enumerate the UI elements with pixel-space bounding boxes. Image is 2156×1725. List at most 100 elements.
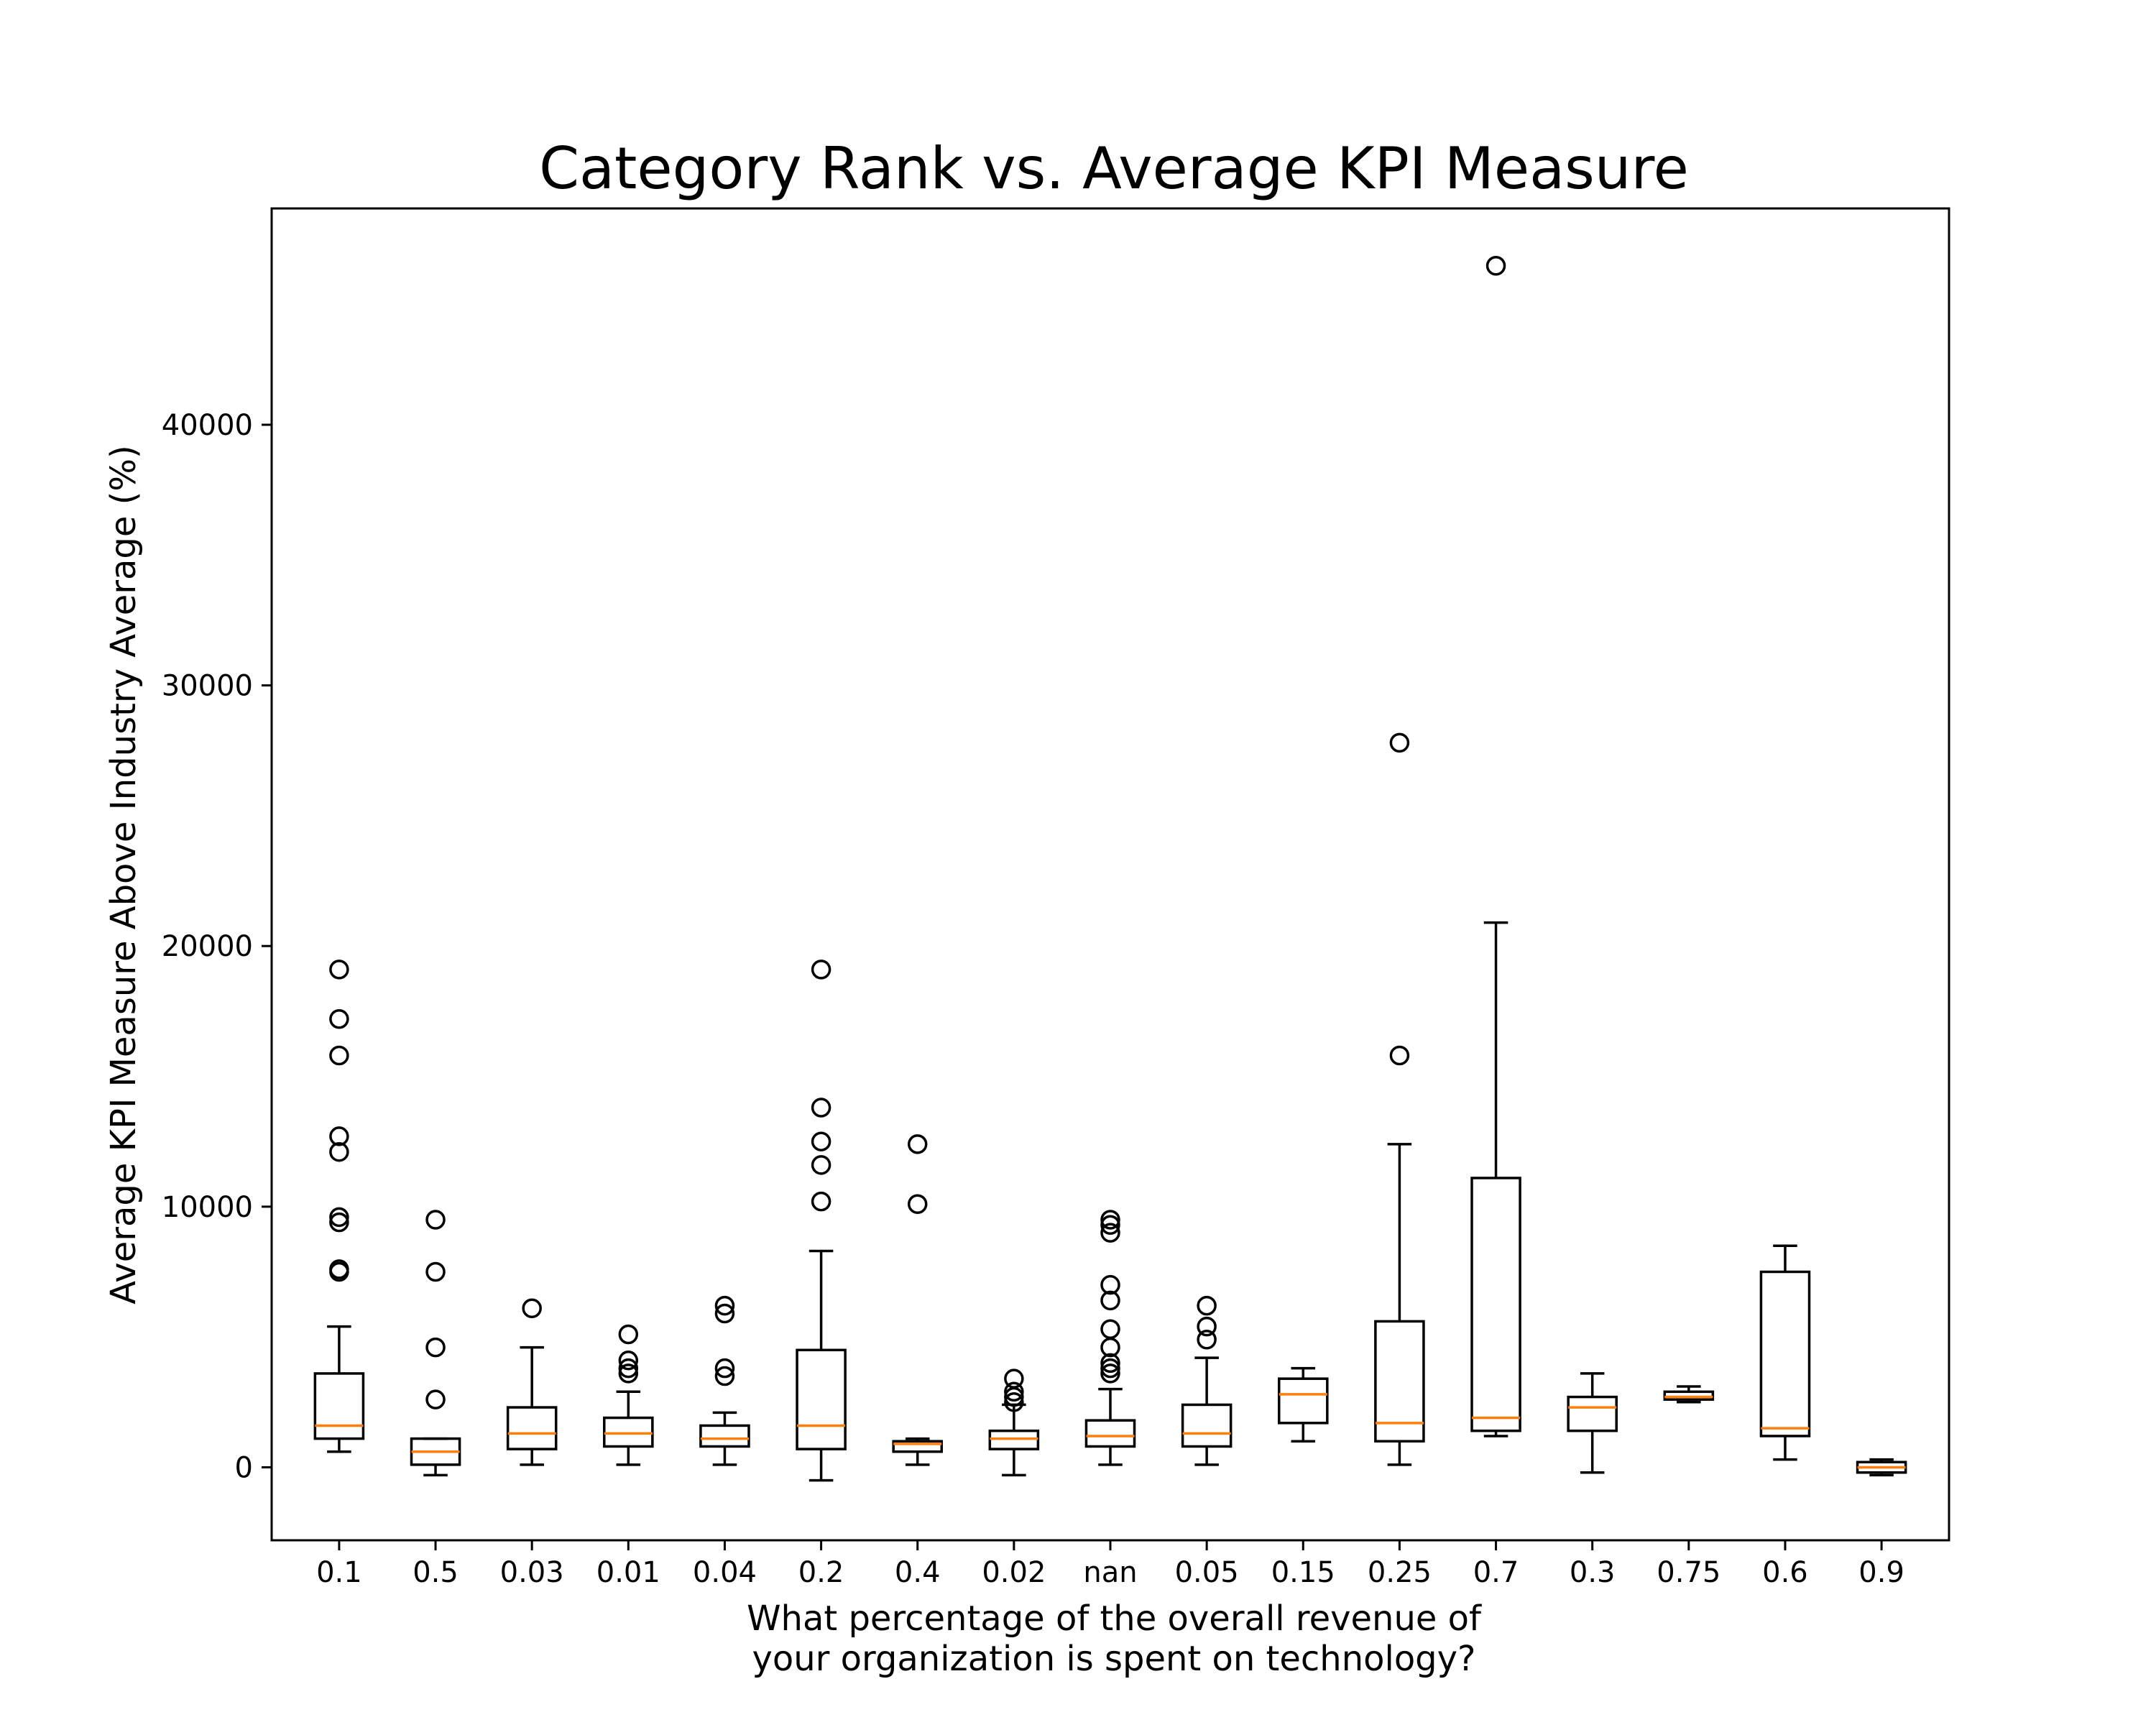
x-tick-label: 0.4: [895, 1556, 941, 1589]
outlier-point: [329, 1207, 349, 1228]
outlier-point: [1197, 1330, 1217, 1350]
outlier-point: [1004, 1381, 1024, 1402]
outlier-point: [329, 1126, 349, 1146]
outlier-point: [329, 1212, 349, 1233]
outlier-point: [1004, 1368, 1024, 1389]
y-tick-label: 0: [235, 1451, 253, 1484]
outlier-point: [907, 1194, 928, 1214]
iqr-box: [313, 1372, 365, 1440]
outlier-point: [618, 1358, 639, 1379]
iqr-box: [699, 1424, 750, 1448]
outlier-point: [329, 1141, 349, 1162]
x-axis: 0.1 0.5 0.03 0.01 0.04 0.2 0.4 0.02 nan 0.05 0.15 0…: [316, 1540, 1904, 1589]
outlier-point: [1100, 1290, 1120, 1311]
iqr-box: [1759, 1270, 1811, 1438]
iqr-box: [1567, 1395, 1618, 1432]
box-0.5: [410, 1210, 461, 1477]
iqr-box: [1181, 1403, 1233, 1448]
outlier-point: [907, 1134, 928, 1154]
outlier-point: [714, 1295, 735, 1316]
box-series: [313, 256, 1907, 1482]
iqr-box: [1277, 1377, 1329, 1425]
box-0.1: [313, 960, 365, 1453]
box-0.25: [1374, 732, 1425, 1466]
x-axis-label-line-1: What percentage of the overall revenue o…: [747, 1598, 1482, 1639]
box-0.4: [892, 1134, 944, 1466]
x-tick-label: 0.15: [1271, 1556, 1335, 1589]
x-tick-label: 0.3: [1570, 1556, 1616, 1589]
iqr-box: [892, 1440, 944, 1453]
outlier-point: [811, 1155, 831, 1175]
iqr-box: [988, 1429, 1040, 1450]
box-nan: [1084, 1210, 1136, 1466]
outlier-point: [1004, 1392, 1024, 1412]
box-0.2: [796, 960, 847, 1482]
outlier-point: [714, 1303, 735, 1324]
outlier-point: [618, 1324, 639, 1345]
box-0.01: [603, 1324, 654, 1466]
x-tick-label: 0.1: [316, 1556, 362, 1589]
box-0.9: [1856, 1458, 1907, 1477]
outlier-point: [425, 1389, 446, 1409]
x-tick-label: nan: [1083, 1556, 1137, 1589]
box-0.6: [1759, 1244, 1811, 1461]
outlier-point: [618, 1351, 639, 1371]
box-0.04: [699, 1295, 750, 1466]
outlier-point: [329, 960, 349, 980]
iqr-box: [1470, 1177, 1521, 1432]
x-tick-label: 0.04: [693, 1556, 757, 1589]
outlier-point: [1197, 1295, 1217, 1316]
iqr-box: [1084, 1419, 1136, 1448]
iqr-box: [603, 1416, 654, 1448]
y-tick-label: 20000: [162, 930, 253, 963]
outlier-point: [329, 1259, 349, 1279]
outlier-point: [1100, 1215, 1120, 1235]
outlier-point: [811, 1191, 831, 1212]
y-axis: 0 10000 20000 30000 40000: [162, 409, 272, 1484]
chart-title: Category Rank vs. Average KPI Measure: [539, 135, 1689, 202]
outlier-point: [425, 1337, 446, 1358]
outlier-point: [329, 1045, 349, 1066]
outlier-point: [1100, 1274, 1120, 1295]
x-tick-label: 0.03: [500, 1556, 564, 1589]
outlier-point: [811, 960, 831, 980]
outlier-point: [522, 1298, 542, 1319]
box-0.02: [988, 1368, 1040, 1477]
y-tick-label: 40000: [162, 409, 253, 442]
outlier-point: [618, 1363, 639, 1384]
box-0.05: [1181, 1295, 1233, 1466]
box-0.3: [1567, 1372, 1618, 1474]
outlier-point: [714, 1366, 735, 1386]
outlier-point: [811, 1131, 831, 1151]
outlier-point: [1197, 1316, 1217, 1337]
outlier-point: [811, 1098, 831, 1118]
y-tick-label: 30000: [162, 670, 253, 703]
outlier-point: [714, 1358, 735, 1379]
y-tick-label: 10000: [162, 1191, 253, 1224]
box-0.7: [1470, 256, 1521, 1438]
outlier-point: [1389, 732, 1410, 753]
iqr-box: [506, 1406, 558, 1450]
x-tick-label: 0.6: [1762, 1556, 1808, 1589]
outlier-point: [1100, 1210, 1120, 1230]
x-axis-label-line-2: your organization is spent on technology…: [752, 1639, 1475, 1679]
outlier-point: [1100, 1358, 1120, 1379]
x-tick-label: 0.25: [1368, 1556, 1432, 1589]
box-0.75: [1663, 1385, 1715, 1404]
x-tick-label: 0.5: [413, 1556, 459, 1589]
box-0.15: [1277, 1366, 1329, 1443]
outlier-point: [425, 1210, 446, 1230]
box-0.03: [506, 1298, 558, 1466]
outlier-point: [1100, 1319, 1120, 1340]
x-tick-label: 0.2: [798, 1556, 844, 1589]
iqr-box: [1663, 1390, 1715, 1401]
outlier-point: [329, 1009, 349, 1029]
x-tick-label: 0.02: [982, 1556, 1046, 1589]
x-tick-label: 0.75: [1657, 1556, 1720, 1589]
x-tick-label: 0.9: [1858, 1556, 1904, 1589]
x-tick-label: 0.05: [1175, 1556, 1239, 1589]
outlier-point: [425, 1261, 446, 1282]
iqr-box: [796, 1348, 847, 1450]
outlier-point: [1100, 1223, 1120, 1243]
